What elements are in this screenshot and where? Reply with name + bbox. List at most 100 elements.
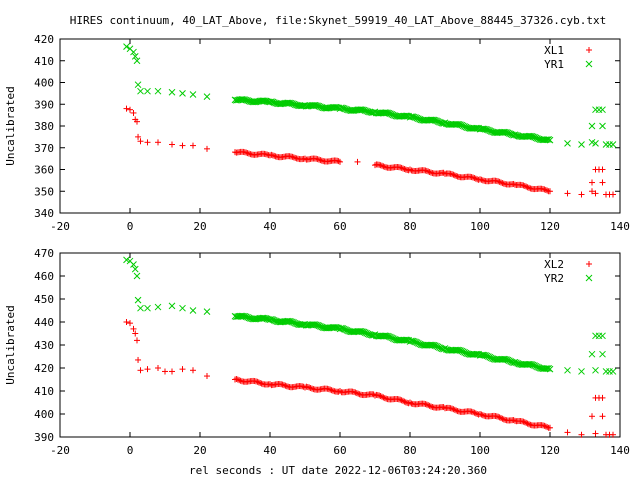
x-tick-label: 40 — [263, 220, 276, 233]
data-point — [271, 152, 278, 159]
data-point — [398, 397, 405, 404]
data-point — [599, 179, 606, 186]
data-point — [408, 113, 415, 120]
data-point — [472, 175, 479, 182]
data-point — [353, 390, 360, 397]
data-point — [155, 139, 161, 146]
data-point — [297, 321, 305, 329]
data-point — [335, 158, 342, 165]
data-point — [592, 366, 599, 374]
data-point — [478, 176, 485, 183]
data-point — [523, 183, 530, 190]
data-point — [474, 411, 481, 418]
x-tick-label: 20 — [193, 444, 206, 457]
data-point — [543, 365, 551, 372]
legend-label: XL1 — [544, 44, 564, 57]
x-tick-label: 80 — [403, 220, 416, 233]
data-point — [449, 171, 455, 178]
data-point — [131, 265, 139, 273]
data-point — [123, 105, 130, 112]
data-point — [144, 139, 151, 146]
data-point — [496, 178, 503, 185]
data-point — [473, 350, 481, 358]
data-point — [367, 331, 375, 339]
data-point — [609, 141, 617, 148]
data-point — [355, 390, 362, 397]
data-point — [524, 184, 531, 191]
data-point — [168, 302, 176, 310]
x-tick-label: 120 — [540, 444, 560, 457]
y-tick-label: 420 — [34, 362, 54, 375]
data-point — [449, 405, 455, 412]
data-point — [233, 375, 240, 382]
data-point — [610, 431, 616, 438]
data-point — [144, 87, 151, 95]
data-point — [472, 124, 480, 132]
data-point — [470, 174, 476, 181]
data-point — [423, 167, 430, 174]
data-point — [137, 367, 144, 374]
x-tick-label: 60 — [333, 444, 346, 457]
data-point — [137, 138, 144, 145]
data-point — [244, 150, 251, 157]
data-point — [243, 149, 250, 156]
data-point — [123, 43, 130, 50]
data-point — [545, 364, 552, 372]
data-point — [127, 320, 133, 327]
data-point — [169, 368, 175, 375]
data-point — [523, 419, 530, 426]
y-tick-label: 420 — [34, 33, 54, 46]
y-tick-label: 400 — [34, 77, 54, 90]
data-point — [189, 307, 197, 314]
data-point — [450, 171, 457, 178]
data-point — [521, 182, 528, 189]
data-point — [479, 412, 486, 419]
x-axis-label: rel seconds : UT date 2022-12-06T03:24:2… — [189, 464, 487, 477]
data-point — [542, 365, 550, 372]
data-point — [154, 87, 162, 95]
y-tick-label: 390 — [34, 431, 54, 444]
data-point — [307, 385, 314, 392]
data-point — [610, 191, 616, 198]
data-point — [425, 402, 432, 409]
data-point — [306, 384, 313, 391]
data-point — [234, 376, 241, 383]
x-tick-label: 100 — [470, 444, 490, 457]
data-point — [131, 53, 139, 60]
y-tick-label: 460 — [34, 270, 54, 283]
data-point — [134, 337, 140, 344]
x-tick-label: 100 — [470, 220, 490, 233]
legend-marker — [585, 274, 593, 282]
data-point — [255, 379, 262, 386]
series-xl1 — [123, 105, 616, 198]
data-point — [132, 330, 139, 337]
data-point — [541, 186, 548, 193]
data-point — [297, 102, 305, 110]
data-point — [327, 386, 334, 393]
data-point — [498, 179, 504, 186]
data-point — [130, 325, 137, 332]
data-point — [478, 411, 485, 418]
data-point — [370, 391, 377, 398]
y-tick-label: 340 — [34, 207, 54, 220]
data-point — [317, 157, 324, 164]
data-point — [130, 48, 137, 56]
legend-marker — [586, 261, 592, 267]
y-tick-label: 360 — [34, 164, 54, 177]
data-point — [137, 87, 144, 95]
data-point — [471, 175, 478, 182]
data-point — [376, 392, 383, 399]
data-point — [169, 141, 175, 148]
data-point — [402, 336, 410, 344]
y-axis-label: Uncalibrated — [4, 86, 17, 165]
data-point — [168, 88, 176, 96]
x-tick-label: 20 — [193, 220, 206, 233]
data-point — [450, 406, 457, 413]
y-tick-label: 380 — [34, 120, 54, 133]
data-point — [237, 377, 244, 384]
data-point — [500, 416, 507, 423]
data-point — [451, 172, 458, 179]
data-point — [281, 382, 287, 389]
data-point — [377, 393, 384, 400]
data-point — [428, 403, 434, 410]
